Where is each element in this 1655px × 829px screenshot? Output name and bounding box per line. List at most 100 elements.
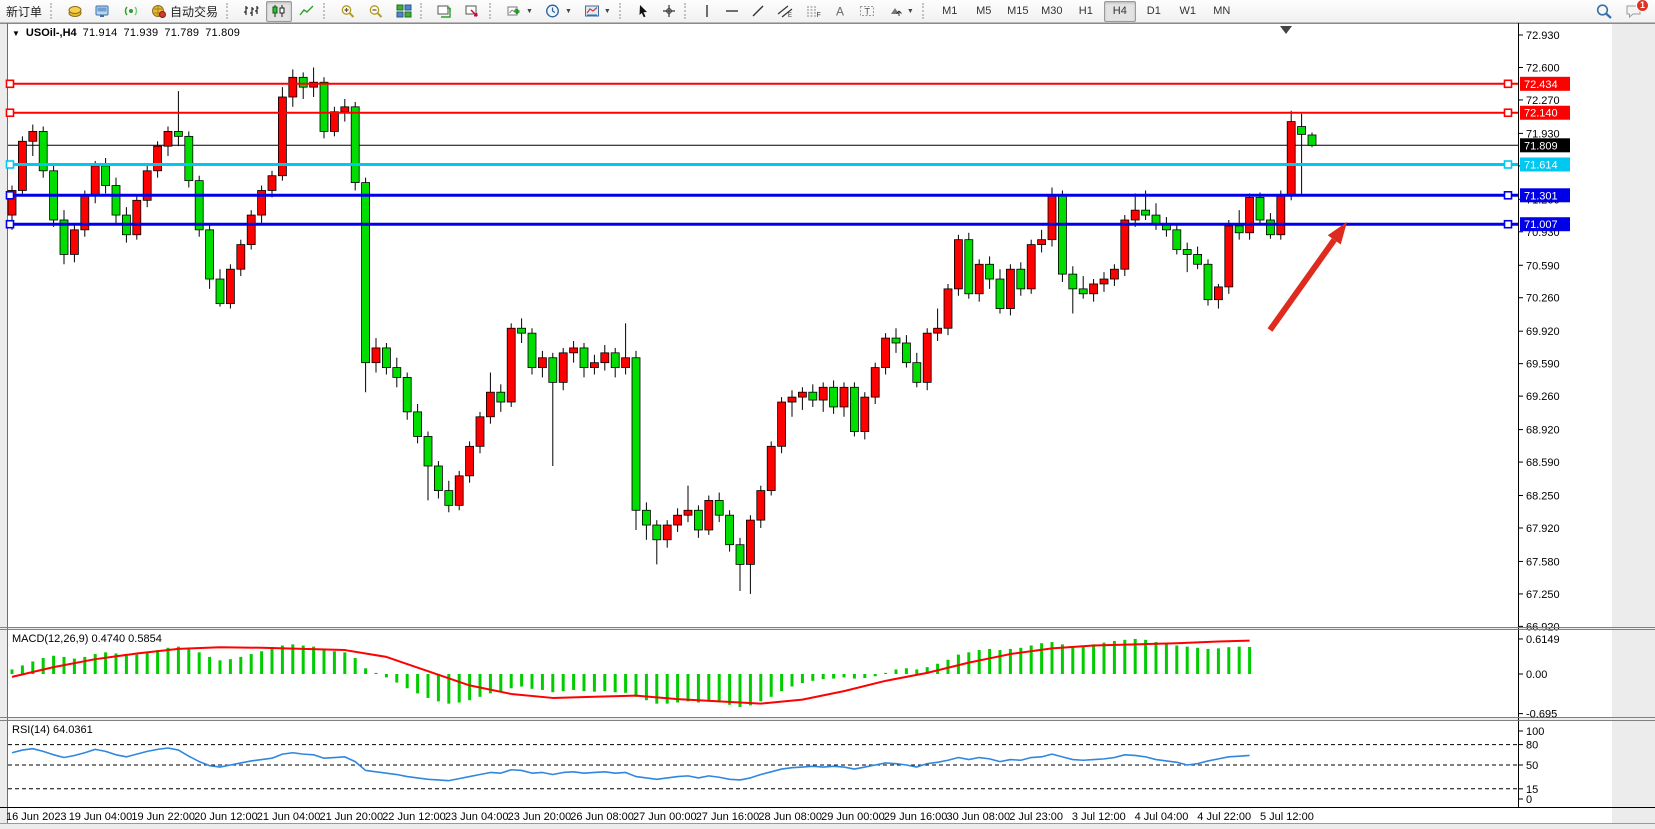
candle xyxy=(538,357,547,368)
line-chart-button[interactable] xyxy=(294,1,320,22)
candle xyxy=(912,362,922,383)
auto-arrange-button[interactable] xyxy=(432,1,458,22)
timeframe-w1[interactable]: W1 xyxy=(1179,5,1197,17)
chevron-down-icon[interactable]: ▼ xyxy=(564,7,572,15)
support-line-blue-2-handle[interactable] xyxy=(1503,219,1513,229)
candle xyxy=(787,396,797,403)
svg-text:71.809: 71.809 xyxy=(1524,140,1558,152)
symbol-dropdown-icon[interactable]: ▼ xyxy=(12,28,20,38)
timeframe-m5[interactable]: M5 xyxy=(976,5,992,17)
support-line-blue-1-handle[interactable] xyxy=(1503,190,1513,200)
toolbar-group-1: 自动交易 xyxy=(61,0,224,23)
trendline-button[interactable] xyxy=(746,1,770,22)
time-tick: 21 Jun 20:00 xyxy=(320,811,384,823)
fibonacci-button[interactable]: F xyxy=(800,1,826,22)
candle xyxy=(132,199,142,236)
time-tick: 29 Jun 00:00 xyxy=(821,811,885,823)
support-line-cyan-handle[interactable] xyxy=(1503,160,1513,169)
arrows-button[interactable]: ▼ xyxy=(882,1,919,22)
timeframe-d1[interactable]: D1 xyxy=(1146,5,1161,17)
annotation-arrow[interactable] xyxy=(1267,238,1337,332)
candle xyxy=(1214,286,1223,301)
candle xyxy=(101,165,110,186)
cursor-button[interactable] xyxy=(631,1,655,22)
channel-button[interactable]: E xyxy=(772,1,798,22)
resistance-line-2-handle[interactable] xyxy=(1503,108,1513,118)
templates-button[interactable]: ▼ xyxy=(579,1,616,22)
new-order-button[interactable]: 新订单 xyxy=(1,1,47,22)
toolbar-separator xyxy=(420,3,429,19)
annotation-arrow-head[interactable] xyxy=(1327,222,1347,245)
tile-windows-button[interactable] xyxy=(391,1,417,22)
autotrading-button[interactable]: 自动交易 xyxy=(146,1,223,22)
chevron-down-icon[interactable]: ▼ xyxy=(526,7,533,15)
zoom-out-button[interactable] xyxy=(363,1,389,22)
support-line-blue-1-handle[interactable] xyxy=(5,190,15,200)
timeframe-m15[interactable]: M15 xyxy=(1007,5,1029,17)
indicators-button[interactable]: ▼ xyxy=(501,1,538,22)
terminal-button[interactable] xyxy=(90,1,116,22)
candle xyxy=(225,268,235,305)
support-line-cyan-handle[interactable] xyxy=(5,160,15,169)
price-chart[interactable]: 72.93072.60072.27071.93071.60071.26070.9… xyxy=(0,23,1655,829)
svg-text:0.00: 0.00 xyxy=(1526,669,1547,681)
timeframe-h4[interactable]: H4 xyxy=(1103,0,1136,22)
candle xyxy=(236,244,246,270)
timeframe-group: M1 M5 M15 M30 H1 H4 D1 W1 MN xyxy=(933,0,1239,23)
candle xyxy=(725,514,734,546)
support-line-blue-2-handle[interactable] xyxy=(5,219,15,229)
zoom-in-button[interactable] xyxy=(335,1,361,22)
candle xyxy=(590,362,599,368)
chevron-down-icon[interactable]: ▼ xyxy=(906,7,914,15)
timeframe-m1[interactable]: M1 xyxy=(942,5,958,17)
chart-shift-marker[interactable] xyxy=(1280,26,1292,34)
add-indicator-icon xyxy=(506,4,522,18)
track-chart-button[interactable] xyxy=(460,1,486,22)
bar-chart-button[interactable] xyxy=(238,1,264,22)
resistance-line-2-label xyxy=(1520,105,1570,120)
candle xyxy=(381,347,391,368)
candle xyxy=(90,165,100,196)
resistance-line-1-handle[interactable] xyxy=(1503,79,1513,89)
chart-symbol-period: USOil-,H4 xyxy=(25,27,77,39)
crosshair-button[interactable] xyxy=(657,1,681,22)
candle xyxy=(662,524,672,541)
price-tick: 67.580 xyxy=(1526,556,1560,568)
price-tick: 72.600 xyxy=(1526,62,1560,74)
vertical-line-button[interactable] xyxy=(696,1,718,22)
candle xyxy=(298,76,308,88)
candle xyxy=(319,81,329,132)
svg-text:T: T xyxy=(864,7,870,17)
search-button[interactable] xyxy=(1590,1,1618,22)
horizontal-line-button[interactable] xyxy=(720,1,744,22)
timeframe-m30[interactable]: M30 xyxy=(1041,5,1063,17)
clock-icon xyxy=(545,4,561,18)
candle xyxy=(423,436,433,467)
line-chart-icon xyxy=(299,4,315,18)
candle xyxy=(392,367,402,378)
charts-button[interactable] xyxy=(62,1,88,22)
candle xyxy=(798,391,807,398)
time-tick: 19 Jun 04:00 xyxy=(69,811,133,823)
time-tick: 5 Jul 12:00 xyxy=(1260,811,1314,823)
text-button[interactable]: A xyxy=(828,1,852,22)
main-toolbar: 新订单 自动交易 ▼ ▼ ▼ E F A T ▼ M1 M5 M15 M30 H1 H4 D1 W1 MN 1 xyxy=(0,0,1655,23)
chevron-down-icon[interactable]: ▼ xyxy=(603,7,611,15)
resistance-line-2-handle[interactable] xyxy=(5,108,15,118)
label-button[interactable]: T xyxy=(854,1,880,22)
svg-text:15: 15 xyxy=(1526,784,1538,796)
resistance-line-1-handle[interactable] xyxy=(5,79,15,89)
candlestick-chart-button[interactable] xyxy=(266,0,293,22)
candle xyxy=(964,239,974,295)
ohlc-close: 71.809 xyxy=(205,27,241,39)
autotrading-icon xyxy=(151,4,167,18)
time-tick: 22 Jun 12:00 xyxy=(382,811,446,823)
notifications-button[interactable]: 1 xyxy=(1620,0,1649,22)
timeframe-mn[interactable]: MN xyxy=(1213,5,1231,17)
timeframe-h1[interactable]: H1 xyxy=(1078,5,1093,17)
signals-button[interactable] xyxy=(118,1,144,22)
candle xyxy=(413,411,423,437)
macd-signal-line xyxy=(11,639,1250,705)
coins-icon xyxy=(67,4,83,18)
periods-button[interactable]: ▼ xyxy=(540,1,577,22)
